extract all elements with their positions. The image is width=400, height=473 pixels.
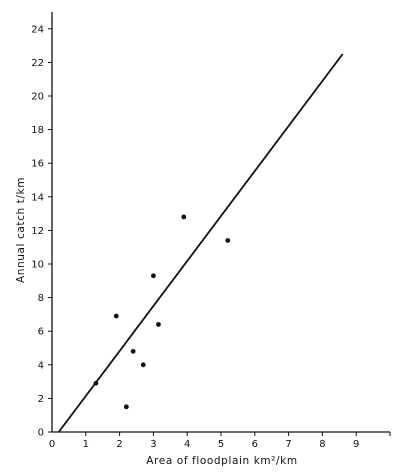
- y-tick-label: 10: [31, 260, 44, 271]
- regression-line: [58, 53, 344, 433]
- data-point: [156, 322, 161, 327]
- y-tick-label: 6: [38, 327, 44, 338]
- x-tick-label: 6: [252, 439, 258, 450]
- x-tick-label: 9: [353, 439, 359, 450]
- x-tick-label: 2: [116, 439, 122, 450]
- y-axis-title: Annual catch t/km: [15, 177, 27, 283]
- data-point: [113, 313, 119, 319]
- data-point: [181, 214, 187, 220]
- y-tick-label: 18: [31, 125, 44, 136]
- x-tick-label: 8: [319, 439, 325, 450]
- y-tick-label: 24: [31, 24, 44, 35]
- x-tick-label: 5: [218, 439, 224, 450]
- data-point: [93, 380, 99, 386]
- y-tick-label: 14: [31, 192, 44, 203]
- x-tick-label: 1: [83, 439, 89, 450]
- data-point: [225, 238, 231, 243]
- y-tick-label: 2: [38, 394, 44, 405]
- x-tick-label: 0: [49, 439, 55, 450]
- data-point: [140, 362, 146, 368]
- data-point: [130, 348, 136, 354]
- x-tick-label: 7: [285, 439, 291, 450]
- y-tick-label: 20: [31, 92, 44, 103]
- x-axis-title: Area of floodplain km²/km: [146, 455, 297, 467]
- data-point: [123, 404, 129, 410]
- y-tick-label: 16: [31, 159, 44, 170]
- data-point: [151, 273, 156, 279]
- y-tick-label: 4: [38, 360, 44, 371]
- y-tick-label: 22: [31, 58, 44, 69]
- y-tick-label: 12: [31, 226, 44, 237]
- y-tick-label: 8: [38, 293, 44, 304]
- x-tick-label: 3: [150, 439, 156, 450]
- y-tick-label: 0: [38, 428, 44, 439]
- x-tick-label: 4: [184, 439, 190, 450]
